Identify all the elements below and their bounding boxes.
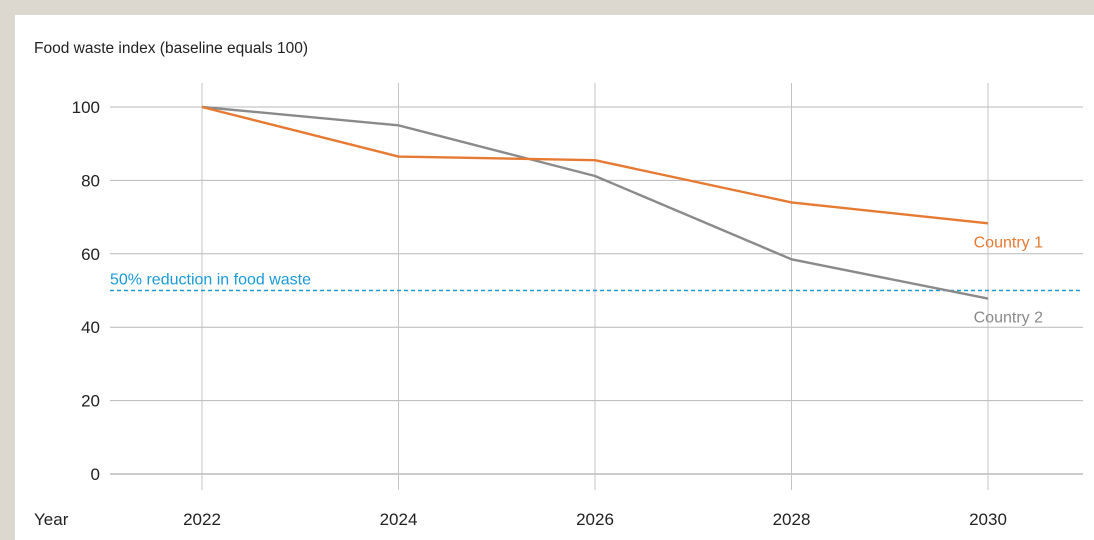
x-tick-label: 2028 xyxy=(773,510,811,529)
y-tick-label: 60 xyxy=(81,245,100,264)
y-tick-label: 0 xyxy=(91,465,100,484)
tick-labels: 0 20 40 60 80 100 2022 2024 2026 2028 2030 Year xyxy=(34,98,1007,529)
y-tick-label: 100 xyxy=(72,98,100,117)
y-tick-label: 40 xyxy=(81,318,100,337)
series-label-2: Country 2 xyxy=(974,310,1043,327)
reference-line-label: 50% reduction in food waste xyxy=(110,272,311,289)
series-group: Country 1 Country 2 xyxy=(201,105,1043,327)
y-axis-title: Food waste index (baseline equals 100) xyxy=(34,40,309,57)
series-line-1 xyxy=(201,105,989,225)
x-tick-label: 2026 xyxy=(576,510,614,529)
x-tick-label: 2030 xyxy=(969,510,1007,529)
y-tick-label: 80 xyxy=(81,171,100,190)
x-tick-label: 2024 xyxy=(380,510,418,529)
series-line-2 xyxy=(201,105,989,300)
y-tick-label: 20 xyxy=(81,392,100,411)
grid xyxy=(110,83,1083,490)
series-label-1: Country 1 xyxy=(974,234,1043,251)
x-axis-title: Year xyxy=(34,510,69,529)
chart-panel: Food waste index (baseline equals 100) xyxy=(15,15,1094,540)
x-tick-label: 2022 xyxy=(183,510,221,529)
reference-line-group: 50% reduction in food waste xyxy=(110,272,1083,292)
